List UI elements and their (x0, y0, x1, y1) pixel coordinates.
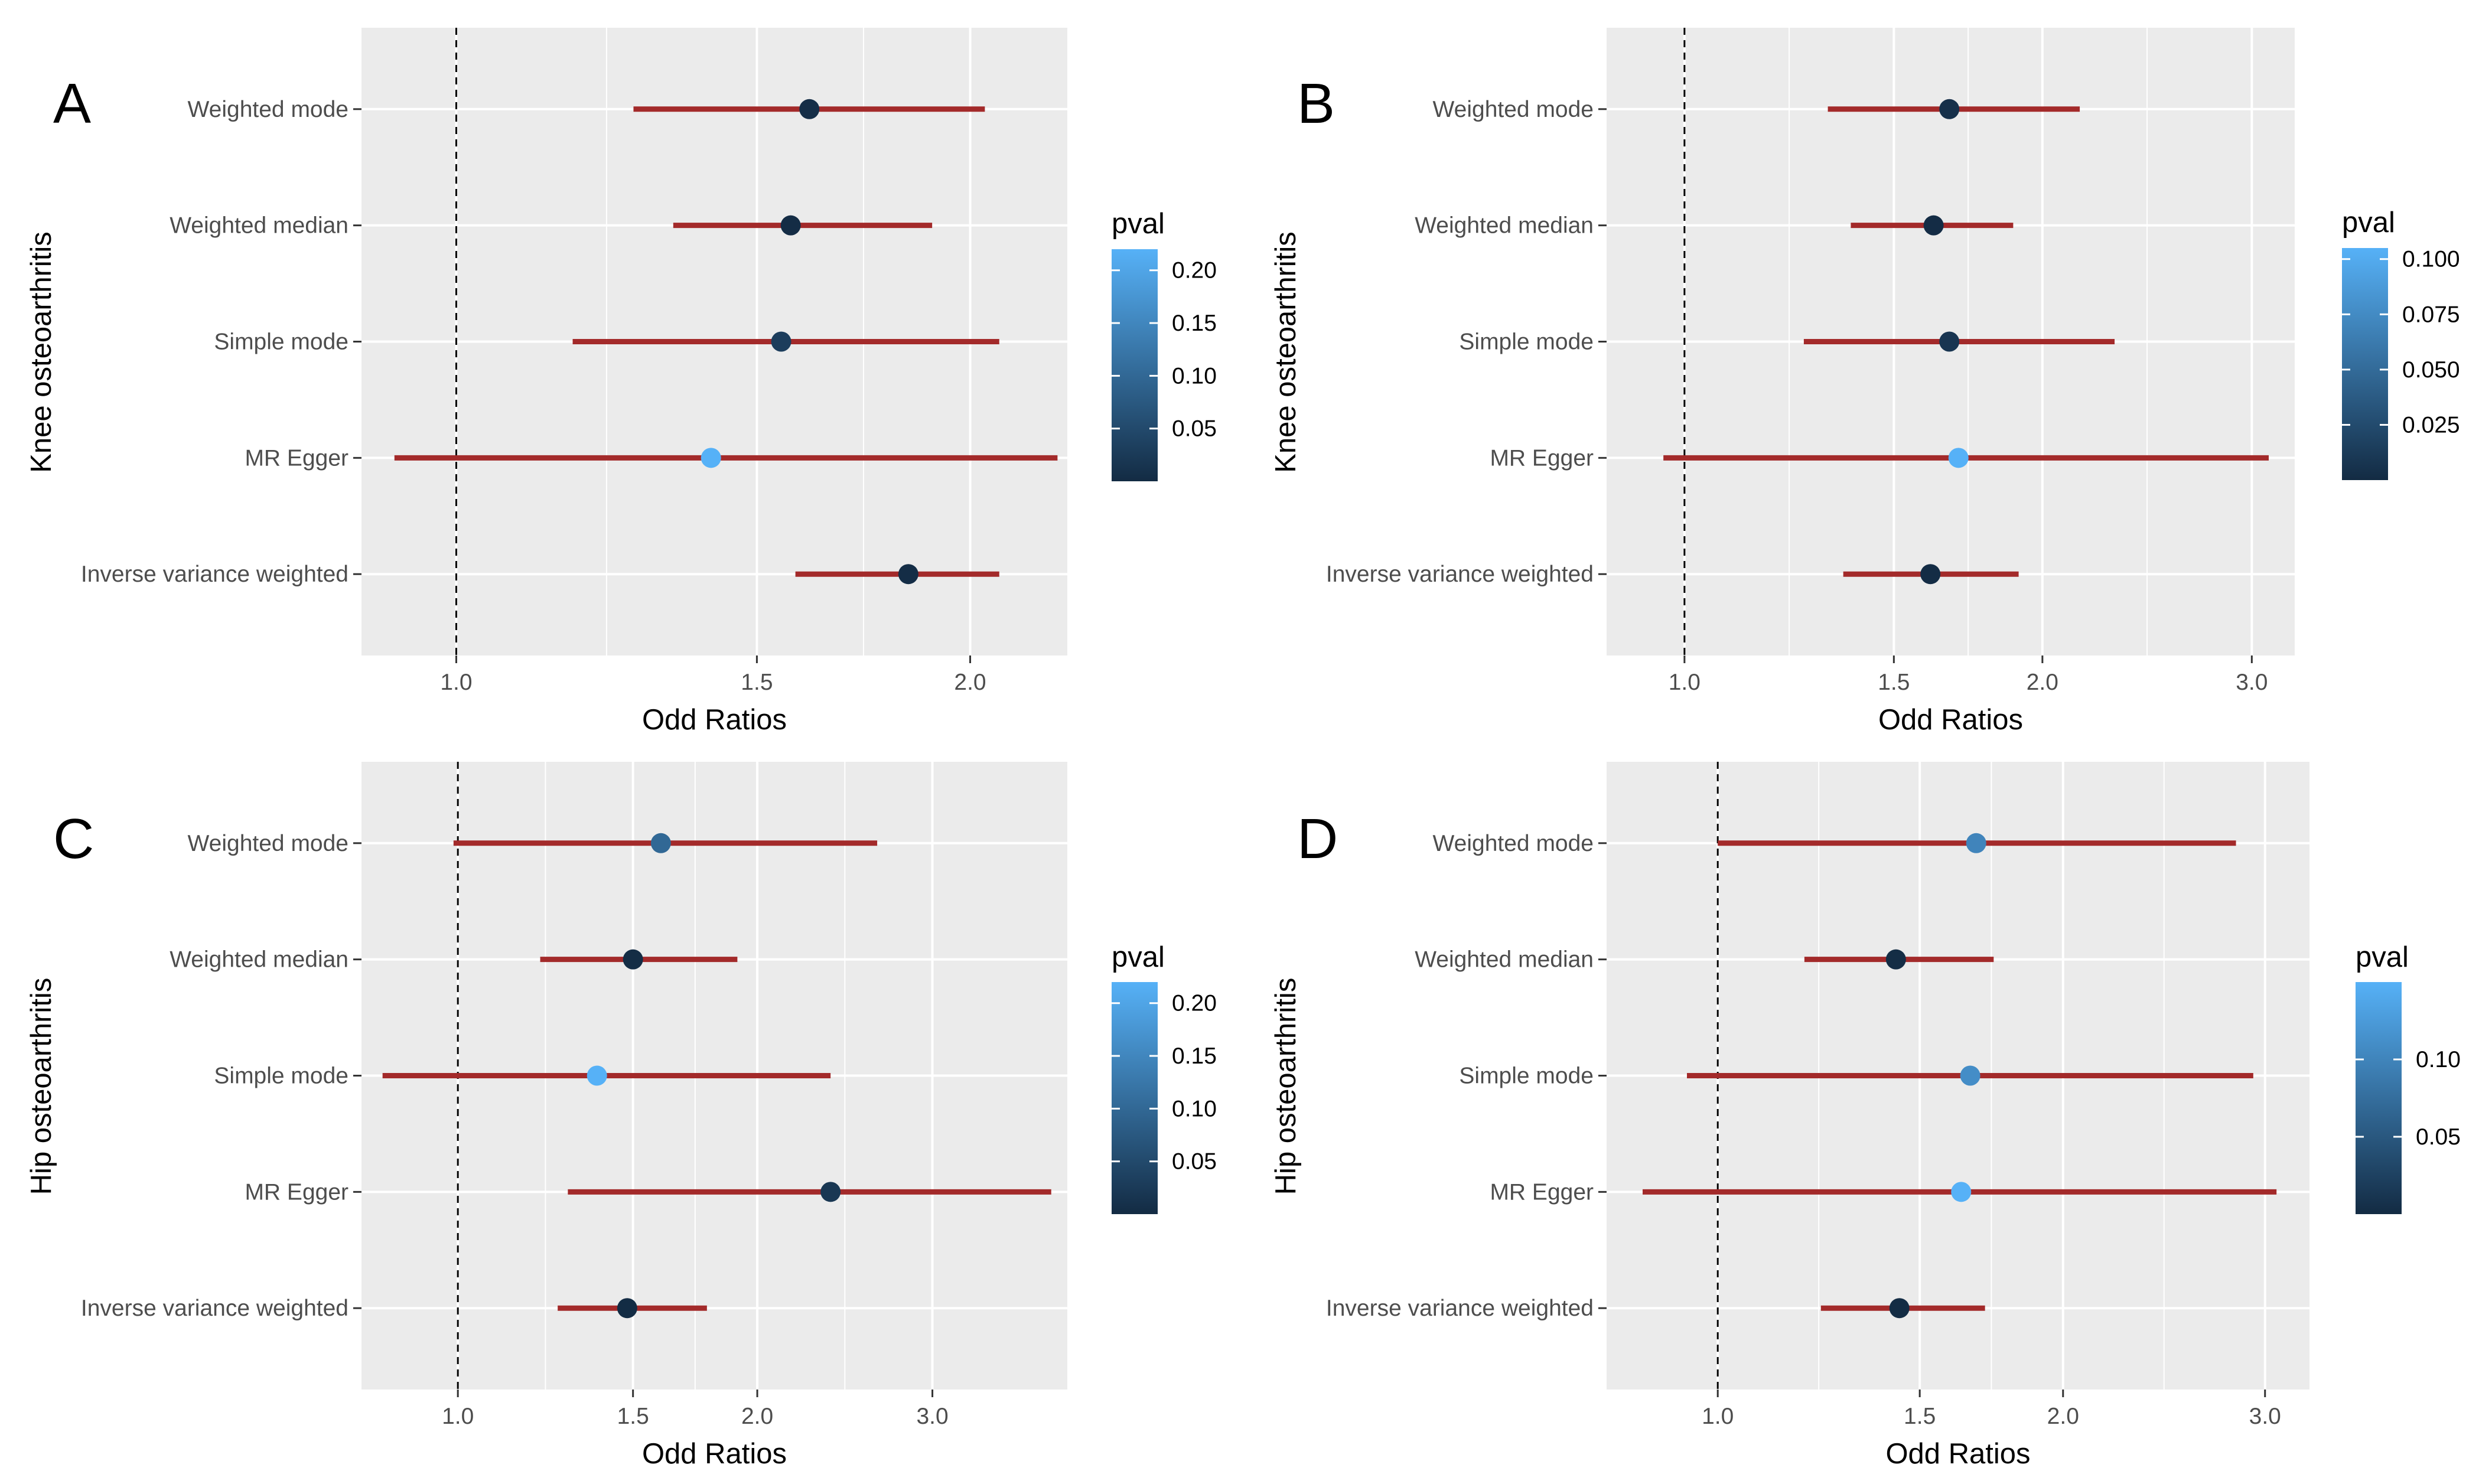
legend-tick-label: 0.025 (2402, 412, 2460, 438)
category-label: MR Egger (1490, 1179, 1594, 1205)
category-label: Weighted median (170, 213, 348, 239)
x-tick-label: 1.0 (442, 1404, 474, 1429)
category-label: Weighted mode (188, 97, 348, 122)
estimate-point (780, 215, 801, 236)
estimate-point (650, 833, 671, 853)
x-tick-label: 1.0 (440, 670, 472, 695)
legend-tick-label: 0.20 (1172, 258, 1217, 283)
legend-title: pval (2356, 941, 2409, 973)
legend-tick-label: 0.10 (1172, 363, 1217, 389)
estimate-point (587, 1065, 607, 1086)
panel-b: Weighted mode Weighted median Simple mode M… (1270, 28, 2460, 736)
category-label: MR Egger (245, 445, 348, 471)
pval-colorbar (1112, 249, 1158, 481)
category-label: Simple mode (1459, 330, 1594, 355)
category-label: Weighted mode (188, 831, 348, 856)
pval-colorbar (1112, 982, 1158, 1214)
pval-legend: pval 0.05 0.10 (2356, 941, 2461, 1214)
category-label: Weighted median (1415, 947, 1594, 973)
legend-tick-label: 0.15 (1172, 1043, 1217, 1069)
x-axis-title: Odd Ratios (1878, 704, 2023, 736)
x-axis-title: Odd Ratios (642, 704, 787, 736)
estimate-point (771, 331, 791, 352)
estimate-point (623, 949, 643, 970)
category-label: Inverse variance weighted (81, 562, 348, 587)
legend-tick-label: 0.050 (2402, 357, 2460, 383)
estimate-point (701, 448, 721, 468)
estimate-point (1951, 1182, 1972, 1202)
estimate-point (1885, 949, 1906, 970)
category-label: Inverse variance weighted (1326, 1296, 1594, 1321)
category-label: Weighted mode (1433, 831, 1594, 856)
y-axis-title: Knee osteoarthritis (25, 231, 57, 473)
estimate-point (799, 99, 820, 119)
x-tick-label: 2.0 (2027, 670, 2058, 695)
legend-tick-label: 0.100 (2402, 247, 2460, 272)
estimate-point (1966, 833, 1986, 853)
x-tick-label: 2.0 (954, 670, 986, 695)
legend-tick-label: 0.05 (2416, 1124, 2461, 1150)
panel-letter: D (1297, 807, 1338, 870)
x-axis-title: Odd Ratios (1885, 1438, 2030, 1470)
legend-tick-label: 0.05 (1172, 416, 1217, 442)
estimate-point (1939, 99, 1960, 119)
category-label: Simple mode (1459, 1064, 1594, 1089)
category-label: Inverse variance weighted (1326, 562, 1594, 587)
category-label: MR Egger (245, 1179, 348, 1205)
x-tick-label: 1.5 (617, 1404, 649, 1429)
pval-legend: pval 0.05 0.10 0.15 0.20 (1112, 941, 1217, 1214)
x-tick-label: 3.0 (916, 1404, 948, 1429)
x-axis-title: Odd Ratios (642, 1438, 787, 1470)
panel-c: Weighted mode Weighted median Simple mode M… (25, 762, 1217, 1470)
legend-tick-label: 0.05 (1172, 1149, 1217, 1175)
x-tick-label: 3.0 (2249, 1404, 2281, 1429)
legend-tick-label: 0.10 (2416, 1047, 2461, 1072)
legend-title: pval (1112, 941, 1165, 973)
y-axis-title: Hip osteoarthritis (1270, 978, 1302, 1195)
estimate-point (898, 564, 918, 585)
legend-tick-label: 0.15 (1172, 311, 1217, 336)
category-label: Simple mode (214, 330, 348, 355)
estimate-point (820, 1182, 841, 1202)
x-tick-label: 1.5 (1904, 1404, 1936, 1429)
x-tick-label: 1.5 (1878, 670, 1910, 695)
pval-colorbar (2342, 248, 2388, 480)
panel-letter: A (53, 72, 91, 135)
category-label: Weighted median (170, 947, 348, 973)
category-label: MR Egger (1490, 445, 1594, 471)
panel-letter: C (53, 807, 94, 870)
estimate-point (1923, 215, 1944, 236)
pval-legend: pval 0.05 0.10 0.15 0.20 (1112, 208, 1217, 481)
estimate-point (617, 1298, 637, 1319)
estimate-point (1889, 1298, 1910, 1319)
x-tick-label: 1.5 (741, 670, 773, 695)
legend-tick-label: 0.20 (1172, 991, 1217, 1016)
x-tick-label: 1.0 (1702, 1404, 1734, 1429)
category-label: Simple mode (214, 1064, 348, 1089)
estimate-point (1920, 564, 1941, 585)
category-label: Inverse variance weighted (81, 1296, 348, 1321)
estimate-point (1948, 448, 1969, 468)
estimate-point (1960, 1065, 1980, 1086)
panel-a: Weighted mode Weighted median Simple mode M… (25, 28, 1217, 736)
x-tick-label: 2.0 (2047, 1404, 2079, 1429)
category-label: Weighted median (1415, 213, 1594, 239)
estimate-point (1939, 331, 1960, 352)
x-tick-label: 1.0 (1669, 670, 1701, 695)
panel-d: Weighted mode Weighted median Simple mode M… (1270, 762, 2461, 1470)
category-label: Weighted mode (1433, 97, 1594, 122)
legend-title: pval (1112, 208, 1165, 240)
panel-letter: B (1297, 72, 1335, 135)
x-tick-label: 2.0 (741, 1404, 773, 1429)
legend-title: pval (2342, 207, 2395, 239)
pval-legend: pval 0.025 0.050 0.075 0.100 (2342, 207, 2460, 480)
x-tick-label: 3.0 (2236, 670, 2268, 695)
y-axis-title: Knee osteoarthritis (1270, 231, 1302, 473)
legend-tick-label: 0.075 (2402, 302, 2460, 327)
pval-colorbar (2356, 982, 2402, 1214)
legend-tick-label: 0.10 (1172, 1096, 1217, 1121)
y-axis-title: Hip osteoarthritis (25, 978, 57, 1195)
